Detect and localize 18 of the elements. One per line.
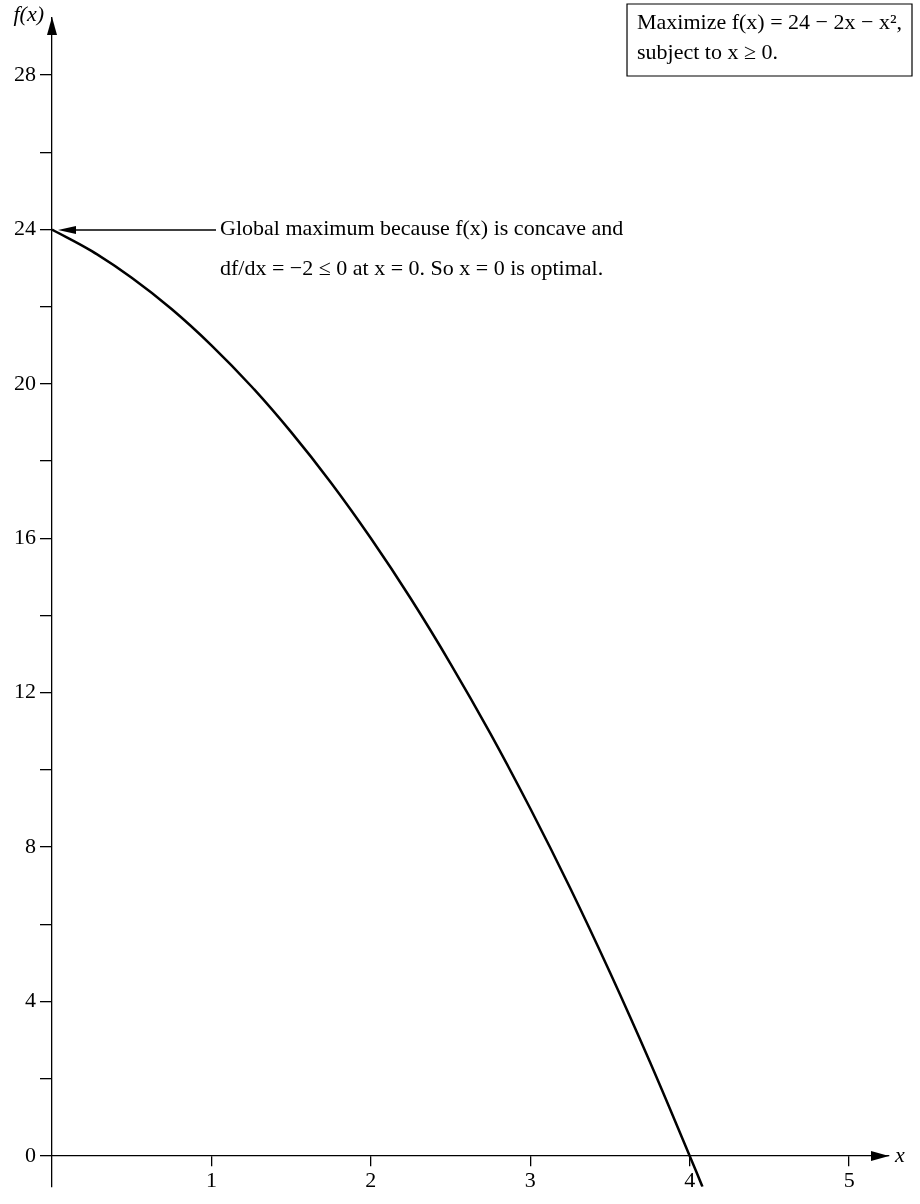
annotation: Maximize f(x) = 24 − 2x − x², bbox=[637, 8, 903, 34]
y-tick-label: 12 bbox=[14, 678, 36, 704]
annotation: Global maximum because f(x) is concave and df/dx = −2 ≤ 0 at x = 0. So x = 0 is optimal. bbox=[220, 215, 624, 281]
y-axis-title: f(x) bbox=[13, 0, 44, 26]
annotation: subject to x ≥ 0. bbox=[637, 38, 779, 64]
x-axis-title: x bbox=[894, 1141, 905, 1167]
x-tick-label: 1 bbox=[205, 1166, 217, 1192]
x-tick-label: 4 bbox=[684, 1166, 696, 1192]
y-tick-label: 24 bbox=[14, 215, 36, 241]
y-tick-label: 4 bbox=[25, 987, 36, 1013]
y-tick-label: 28 bbox=[14, 60, 36, 86]
y-tick-label: 8 bbox=[25, 832, 36, 858]
x-tick-label: 5 bbox=[843, 1166, 855, 1192]
y-tick-label: 0 bbox=[25, 1141, 36, 1167]
x-tick-label: 3 bbox=[524, 1166, 536, 1192]
y-tick-label: 20 bbox=[14, 369, 36, 395]
x-tick-label: 2 bbox=[365, 1166, 377, 1192]
y-tick-label: 16 bbox=[14, 524, 36, 550]
